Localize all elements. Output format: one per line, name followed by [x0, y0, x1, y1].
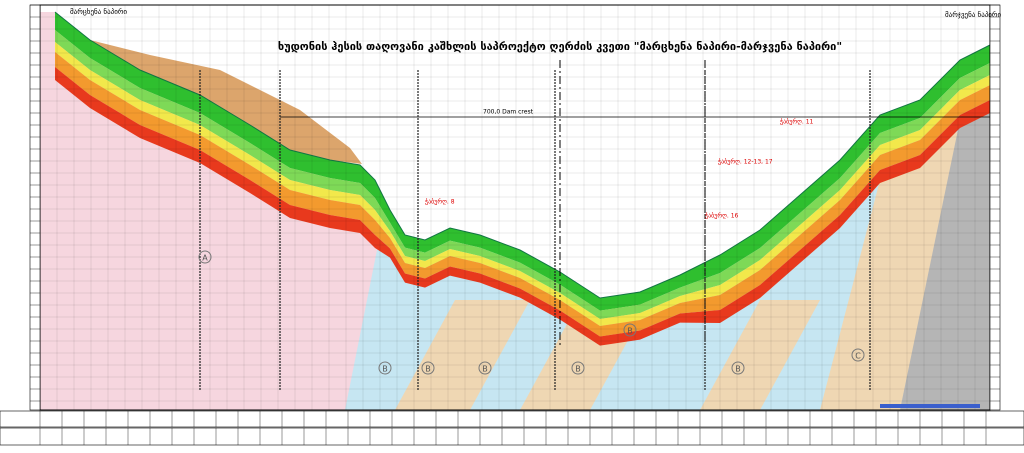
bedrock-stripe: [395, 300, 530, 410]
left-bank: მარცხენა ნაპირი: [70, 7, 127, 16]
borehole-label: ჭაბურღ. 8: [425, 199, 455, 206]
zone-marker: [198, 250, 212, 264]
zone-marker: [478, 361, 492, 375]
borehole-label: ჭაბურღ. 11: [780, 119, 814, 126]
soil-layer: [55, 12, 990, 311]
zone-label: B: [382, 365, 388, 374]
zone-label: A: [202, 254, 208, 263]
borehole-label: ჭაბურღ. 16: [705, 213, 739, 220]
bedrock-stripe: [820, 130, 960, 410]
scale-bar: [880, 404, 980, 408]
zone-marker: [378, 361, 392, 375]
zone-marker: [731, 361, 745, 375]
bedrock-stripe: [700, 300, 820, 410]
zone-label: B: [627, 327, 633, 336]
borehole-label: ჭაბურღ. 12-13, 17: [718, 159, 773, 166]
soil-layer: [55, 67, 990, 346]
zone-marker: [421, 361, 435, 375]
zone-label: B: [482, 365, 488, 374]
elevation-axis: [989, 4, 1001, 411]
right-bank: მარჯვენა ნაპირი: [945, 10, 1002, 19]
zone-label: B: [425, 365, 431, 374]
bedrock-c: [900, 105, 990, 410]
dam-crest-label: 700,0 Dam crest: [483, 109, 534, 116]
zone-label: C: [855, 352, 861, 361]
elevation-axis: [29, 4, 41, 411]
zone-label: B: [735, 365, 741, 374]
ground-surface: [54, 11, 991, 299]
title: ხუდონის ჰესის თაღოვანი კაშხლის საპროექტო…: [278, 40, 842, 53]
zone-marker: [571, 361, 585, 375]
zone-marker: [851, 348, 865, 362]
table-row: [0, 427, 1024, 446]
zone-label: B: [575, 365, 581, 374]
table-row: [0, 410, 1024, 428]
zone-marker: [623, 323, 637, 337]
soil-layer: [55, 52, 990, 337]
talus: [90, 40, 362, 164]
